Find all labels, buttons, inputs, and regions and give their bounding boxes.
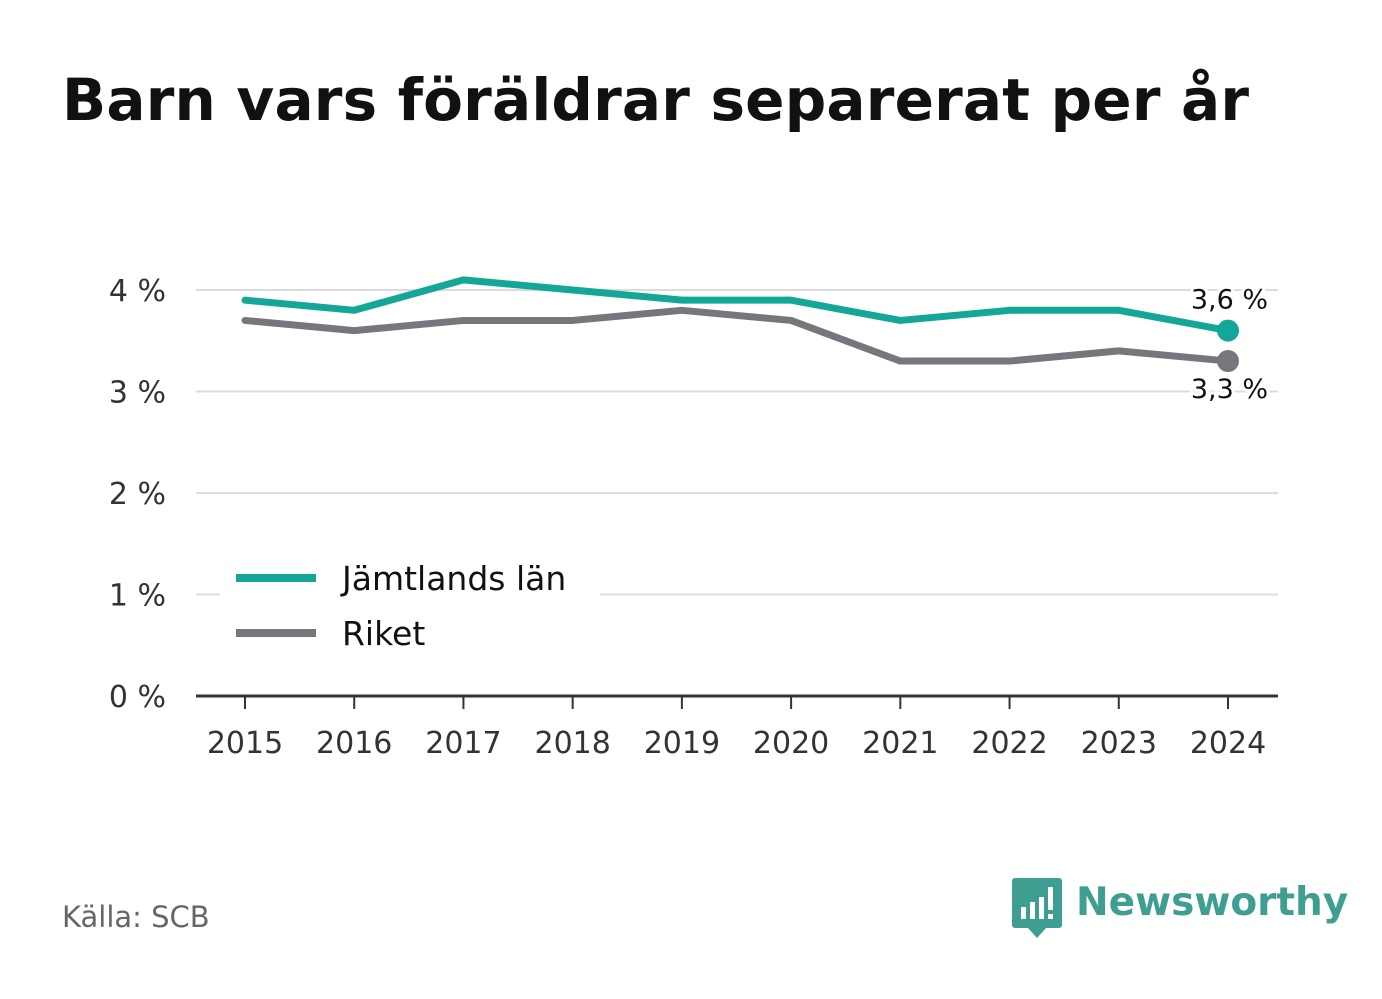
brand-logo: Newsworthy xyxy=(1012,878,1348,940)
x-tick-label: 2015 xyxy=(207,726,283,761)
y-tick-label: 2 % xyxy=(109,477,166,512)
data-point xyxy=(351,327,358,334)
end-value-label: 3,6 % xyxy=(1191,285,1268,316)
x-tick-label: 2021 xyxy=(862,726,938,761)
data-point xyxy=(1115,347,1122,354)
y-tick-label: 3 % xyxy=(109,376,166,411)
legend-label: Jämtlands län xyxy=(340,559,566,598)
chart-title: Barn vars föräldrar separerat per år xyxy=(62,66,1250,134)
data-point xyxy=(1006,307,1013,314)
series-line xyxy=(241,276,1232,335)
data-point xyxy=(242,297,248,304)
end-value-label: 3,3 % xyxy=(1191,374,1268,405)
source-note: Källa: SCB xyxy=(62,900,210,934)
x-tick-label: 2018 xyxy=(534,726,610,761)
brand-name: Newsworthy xyxy=(1076,880,1349,925)
data-point xyxy=(1006,358,1013,365)
grid-lines xyxy=(196,289,1278,596)
x-axis: 2015 2016 2017 2018 2019 2020 2021 2022 2023 2024 xyxy=(196,694,1278,761)
x-tick-label: 2016 xyxy=(316,726,392,761)
x-tick-label: 2017 xyxy=(425,726,501,761)
legend-background xyxy=(220,552,600,662)
newsworthy-logo-icon xyxy=(1012,878,1062,938)
legend-label: Riket xyxy=(342,614,425,653)
data-point xyxy=(897,358,904,365)
y-tick-label: 1 % xyxy=(109,579,166,614)
end-marker xyxy=(1217,319,1239,342)
data-point xyxy=(678,297,685,304)
data-point xyxy=(897,317,904,324)
end-labels: 3,6 % 3,3 % xyxy=(1188,282,1271,408)
x-tick-label: 2020 xyxy=(753,726,829,761)
data-point xyxy=(788,317,795,324)
y-axis-ticks: 0 % 1 % 2 % 3 % 4 % xyxy=(109,274,166,715)
legend: Jämtlands län Riket xyxy=(220,552,600,662)
x-tick-label: 2022 xyxy=(971,726,1047,761)
series-line xyxy=(241,306,1232,365)
data-point xyxy=(242,317,248,324)
data-point xyxy=(678,307,685,314)
data-point xyxy=(569,287,576,293)
data-point xyxy=(569,317,576,324)
x-tick-label: 2024 xyxy=(1190,726,1266,761)
data-point xyxy=(460,317,467,324)
series-lines xyxy=(241,276,1239,373)
y-tick-label: 0 % xyxy=(109,680,166,715)
data-point xyxy=(788,297,795,304)
x-tick-label: 2019 xyxy=(644,726,720,761)
y-tick-label: 4 % xyxy=(109,274,166,309)
data-point xyxy=(460,276,467,283)
x-tick-label: 2023 xyxy=(1081,726,1157,761)
end-marker xyxy=(1217,350,1239,373)
data-point xyxy=(351,307,358,314)
data-point xyxy=(1115,307,1122,314)
